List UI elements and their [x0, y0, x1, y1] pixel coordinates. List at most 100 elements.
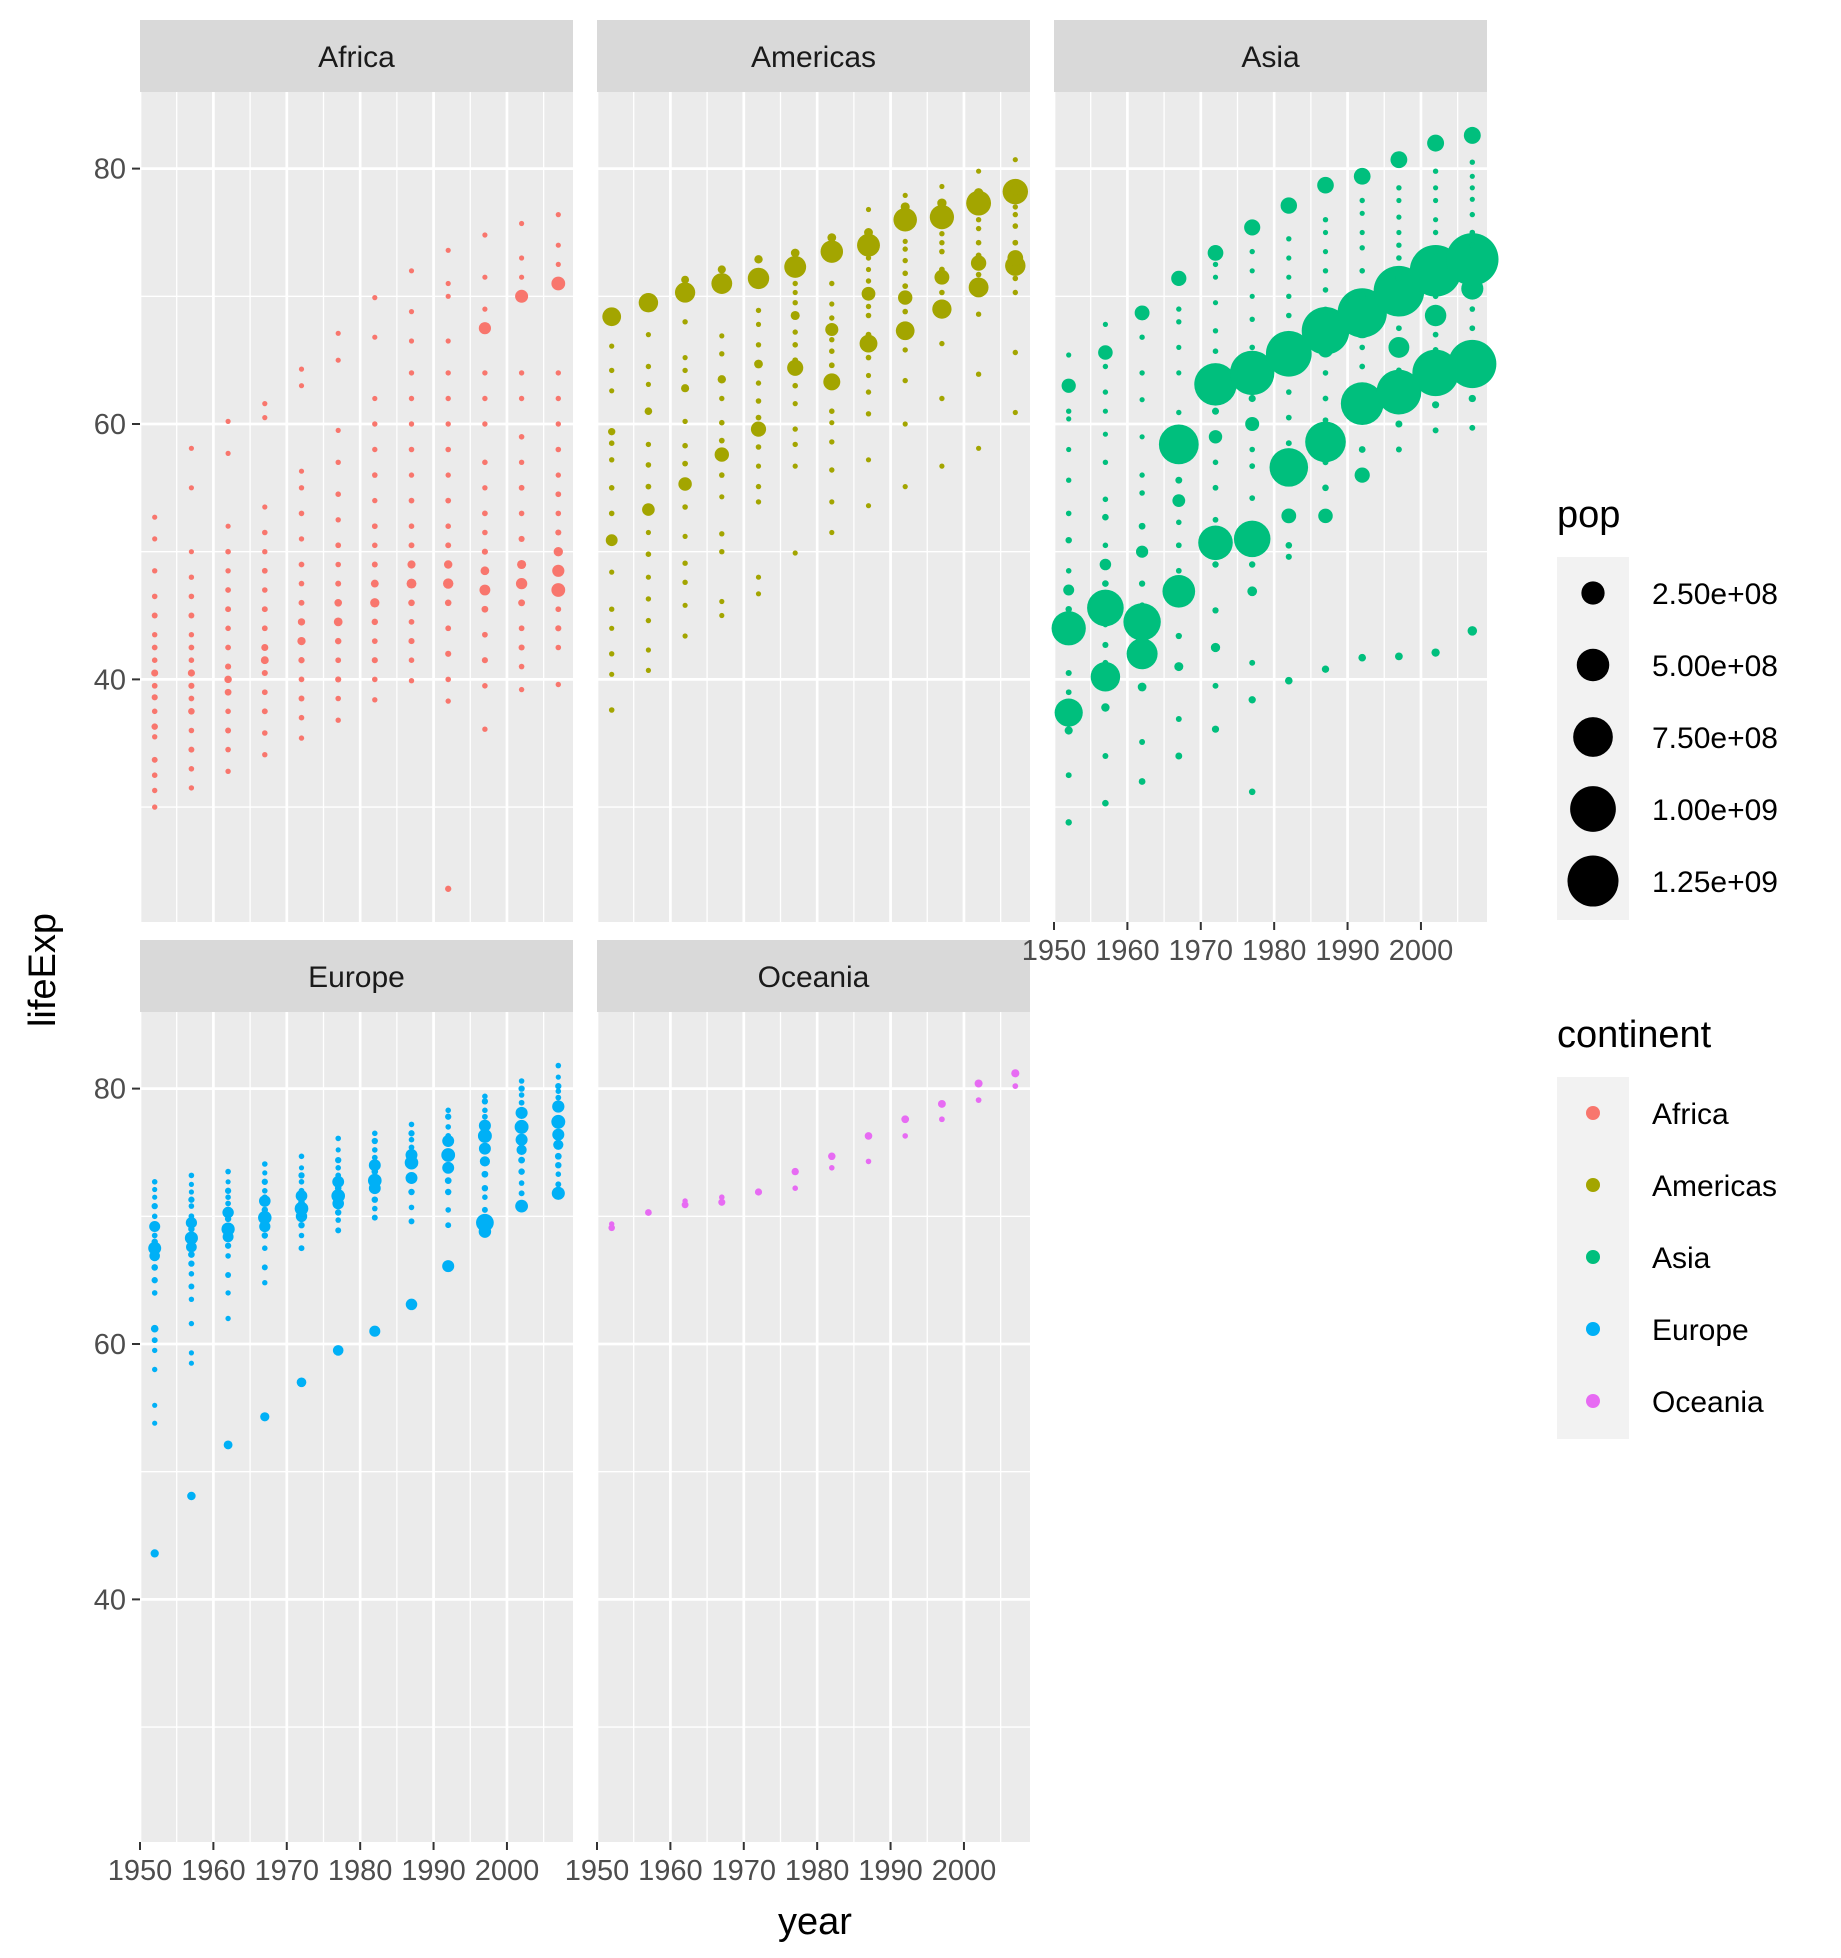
data-point: [151, 682, 158, 689]
data-point: [482, 683, 488, 689]
data-point: [188, 727, 195, 734]
data-point: [865, 372, 872, 379]
data-point: [372, 697, 378, 703]
data-point: [975, 271, 982, 278]
data-point: [755, 414, 762, 421]
data-point: [371, 1214, 378, 1221]
data-point: [259, 1195, 271, 1207]
x-tick-label: 1980: [785, 1855, 850, 1887]
data-point: [1139, 397, 1145, 403]
data-point: [298, 536, 305, 542]
data-point: [755, 380, 762, 386]
data-point: [445, 370, 451, 376]
data-point: [1322, 484, 1329, 492]
data-point: [225, 418, 231, 424]
data-point: [225, 1194, 231, 1200]
data-point: [408, 1188, 415, 1196]
data-point: [445, 395, 451, 402]
data-point: [445, 338, 451, 344]
data-point: [188, 1181, 194, 1187]
data-point: [1065, 605, 1072, 613]
data-point: [1433, 185, 1439, 191]
data-point: [444, 1177, 452, 1184]
data-point: [481, 548, 488, 555]
data-point: [1126, 638, 1158, 670]
data-point: [482, 485, 488, 491]
data-point: [555, 1074, 561, 1080]
data-point: [442, 1161, 455, 1174]
data-point: [335, 1156, 342, 1164]
data-point: [861, 286, 876, 301]
data-point: [681, 384, 690, 393]
data-point: [1359, 245, 1365, 251]
data-point: [792, 426, 798, 432]
x-tick-label: 1980: [1242, 935, 1307, 967]
data-point: [1286, 293, 1292, 299]
data-point: [555, 242, 561, 248]
data-point: [555, 370, 561, 376]
size-legend: pop 2.50e+08 5.00e+08 7.50e+08 1.00e+09 1.25…: [1557, 494, 1778, 920]
data-point: [682, 602, 688, 608]
data-point: [1012, 239, 1019, 246]
data-point: [1286, 274, 1292, 280]
data-point: [478, 1142, 491, 1155]
y-tick-label: 40: [94, 664, 126, 696]
data-point: [188, 1213, 195, 1220]
data-point: [188, 632, 195, 638]
data-point: [481, 1170, 489, 1178]
data-point: [335, 517, 341, 523]
data-point: [682, 442, 688, 449]
data-point: [825, 322, 839, 337]
size-legend-label: 1.25e+09: [1652, 866, 1778, 899]
data-point: [1427, 134, 1445, 152]
data-point: [1102, 659, 1109, 666]
data-point: [605, 534, 618, 547]
data-point: [478, 322, 491, 335]
data-point: [1446, 233, 1499, 286]
data-point: [261, 1194, 268, 1201]
data-point: [188, 1189, 194, 1195]
data-point: [829, 301, 835, 307]
data-point: [792, 357, 799, 364]
data-point: [1138, 580, 1146, 587]
data-point: [152, 514, 158, 520]
data-point: [405, 1172, 418, 1184]
data-point: [335, 580, 342, 587]
data-point: [298, 676, 305, 683]
data-point: [555, 395, 561, 402]
data-point: [1431, 648, 1440, 657]
data-point: [298, 1232, 305, 1239]
data-point: [188, 644, 195, 651]
data-point: [1175, 716, 1182, 722]
data-point: [902, 484, 908, 490]
data-point: [151, 723, 158, 730]
data-point: [609, 457, 615, 463]
data-point: [335, 1217, 341, 1223]
data-point: [865, 303, 872, 310]
data-point: [645, 332, 652, 338]
data-point: [481, 1098, 489, 1105]
y-axis-tick-labels: 40 60 80 40 60 80: [94, 154, 140, 1616]
data-point: [444, 560, 453, 569]
data-point: [1010, 185, 1021, 196]
data-point: [1138, 522, 1146, 530]
data-point: [1176, 344, 1182, 350]
data-point: [260, 1412, 270, 1422]
data-point: [1176, 319, 1182, 325]
data-point: [372, 1205, 378, 1212]
data-point: [792, 342, 798, 348]
data-point: [188, 657, 195, 663]
data-point: [711, 273, 733, 294]
data-point: [1012, 223, 1019, 229]
data-point: [1390, 151, 1408, 169]
data-point: [865, 354, 872, 361]
data-point: [335, 1165, 341, 1171]
data-point: [642, 503, 655, 516]
data-point: [368, 1159, 381, 1172]
data-point: [151, 756, 158, 763]
data-point: [225, 625, 231, 632]
data-point: [719, 612, 725, 619]
data-point: [1432, 427, 1439, 434]
color-legend-label: Europe: [1652, 1314, 1749, 1347]
data-point: [1358, 446, 1366, 453]
